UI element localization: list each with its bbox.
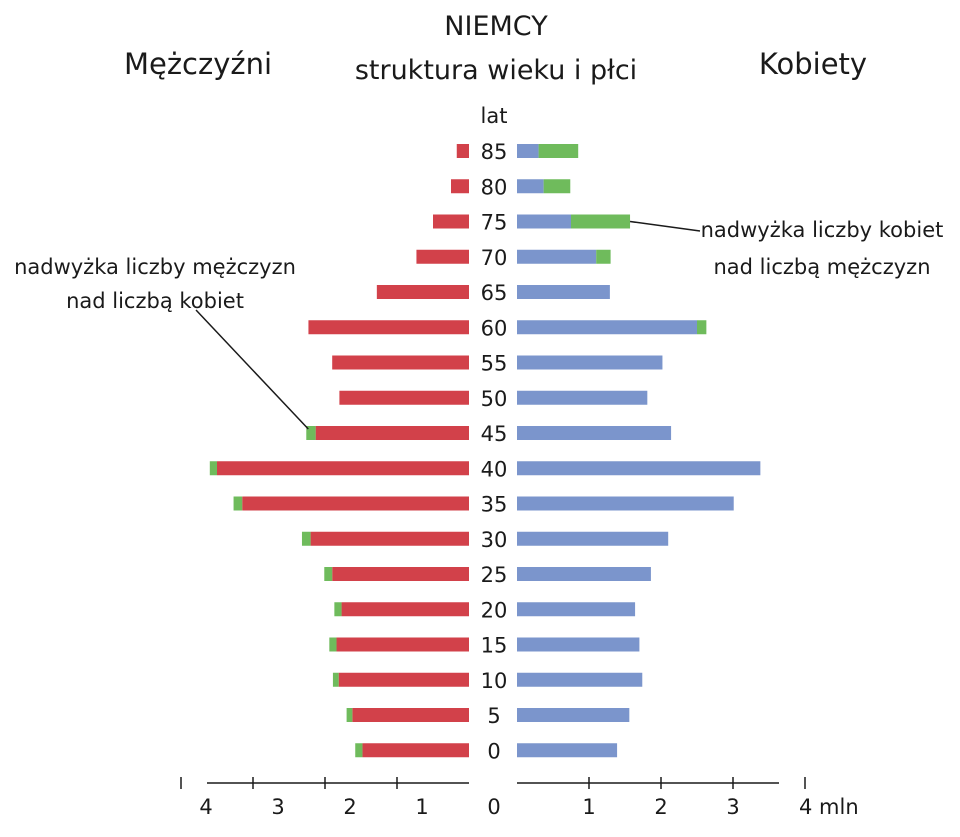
x-tick-label-right-1: 1 (582, 795, 595, 819)
age-label-0: 0 (487, 739, 500, 763)
bar-men-25 (332, 567, 469, 581)
age-label-5: 5 (487, 704, 500, 728)
age-label-75: 75 (481, 211, 508, 235)
age-label-30: 30 (481, 528, 508, 552)
bar-women-0 (517, 743, 618, 758)
men-side-label: Mężczyźni (124, 47, 272, 81)
bar-men-surplus-40 (209, 461, 217, 476)
age-label-10: 10 (481, 669, 508, 693)
age-label-40: 40 (481, 457, 508, 481)
x-tick-label-left-1: 1 (415, 795, 428, 819)
bar-men-65 (376, 285, 469, 299)
age-label-70: 70 (481, 246, 508, 270)
bar-women-30 (517, 531, 669, 546)
bar-women-35 (517, 496, 734, 511)
chart-title: NIEMCY (444, 11, 548, 42)
bar-women-50 (517, 390, 648, 405)
bars-layer (209, 144, 761, 758)
x-tick-label-left-3: 3 (271, 795, 284, 819)
age-label-80: 80 (481, 175, 508, 199)
bar-men-55 (332, 355, 469, 370)
x-tick-label-right-2: 2 (654, 795, 667, 819)
annotation-women-line-2: nad liczbą mężczyzn (713, 255, 930, 279)
bar-men-surplus-10 (332, 672, 339, 687)
bar-men-surplus-15 (329, 637, 337, 652)
bar-men-20 (341, 602, 469, 617)
bar-women-surplus-70 (596, 249, 611, 264)
annotation-men-line-2: nad liczbą kobiet (66, 289, 244, 313)
bar-men-45 (315, 426, 469, 440)
bar-women-65 (517, 285, 610, 299)
bar-women-75 (517, 214, 571, 229)
age-label-25: 25 (481, 563, 508, 587)
bar-men-30 (310, 531, 469, 546)
bar-men-80 (451, 179, 469, 194)
age-label-55: 55 (481, 352, 508, 376)
age-label-45: 45 (481, 422, 508, 446)
age-label-35: 35 (481, 493, 508, 517)
women-side-label: Kobiety (759, 47, 867, 81)
bar-men-60 (308, 320, 469, 335)
bar-women-45 (517, 426, 672, 440)
age-label-85: 85 (481, 140, 508, 164)
bar-men-15 (336, 637, 469, 652)
bar-men-surplus-20 (334, 602, 342, 617)
bar-women-60 (517, 320, 697, 335)
x-tick-label-left-4: 4 (199, 795, 212, 819)
age-label-60: 60 (481, 316, 508, 340)
bar-women-15 (517, 637, 640, 652)
age-label-50: 50 (481, 387, 508, 411)
bar-men-85 (456, 144, 469, 158)
age-label-20: 20 (481, 598, 508, 622)
bar-women-10 (517, 672, 643, 687)
x-tick-label-left-0: 0 (487, 795, 500, 819)
bar-men-40 (217, 461, 469, 476)
bar-men-5 (352, 708, 469, 722)
age-label-15: 15 (481, 634, 508, 658)
bar-women-55 (517, 355, 663, 370)
bar-men-surplus-0 (355, 743, 363, 758)
bar-women-5 (517, 708, 630, 722)
bar-women-surplus-75 (571, 214, 631, 229)
bar-women-surplus-60 (697, 320, 707, 335)
bar-men-surplus-5 (346, 708, 353, 722)
age-label-65: 65 (481, 281, 508, 305)
x-tick-label-right-3: 3 (726, 795, 739, 819)
annotation-men-leader-line (195, 309, 309, 430)
bar-men-surplus-35 (233, 496, 243, 511)
bar-men-0 (362, 743, 469, 758)
bar-women-80 (517, 179, 544, 194)
bar-women-25 (517, 567, 651, 581)
chart-subtitle: struktura wieku i płci (355, 55, 637, 86)
bar-men-35 (242, 496, 469, 511)
bar-women-surplus-80 (543, 179, 571, 194)
annotation-women-leader-line (629, 220, 701, 232)
bar-men-50 (339, 390, 469, 405)
age-axis-label: lat (481, 104, 508, 128)
bar-women-20 (517, 602, 636, 617)
bar-men-10 (338, 672, 469, 687)
annotation-men-line-1: nadwyżka liczby mężczyzn (14, 255, 296, 279)
x-axis: 4 3 2 1 0 1 2 3 4 mln (180, 777, 859, 819)
bar-women-40 (517, 461, 761, 476)
bar-women-85 (517, 144, 539, 158)
bar-men-surplus-30 (301, 531, 311, 546)
bar-men-surplus-45 (306, 426, 316, 440)
bar-men-75 (433, 214, 469, 229)
bar-women-surplus-85 (538, 144, 579, 158)
bar-women-70 (517, 249, 597, 264)
x-tick-label-right-4: 4 mln (799, 795, 859, 819)
x-tick-label-left-2: 2 (343, 795, 356, 819)
bar-men-surplus-25 (324, 567, 333, 581)
annotation-women-line-1: nadwyżka liczby kobiet (701, 218, 944, 242)
bar-men-70 (416, 249, 469, 264)
annotations-layer: nadwyżka liczby kobiet nad liczbą mężczyz… (14, 218, 944, 430)
